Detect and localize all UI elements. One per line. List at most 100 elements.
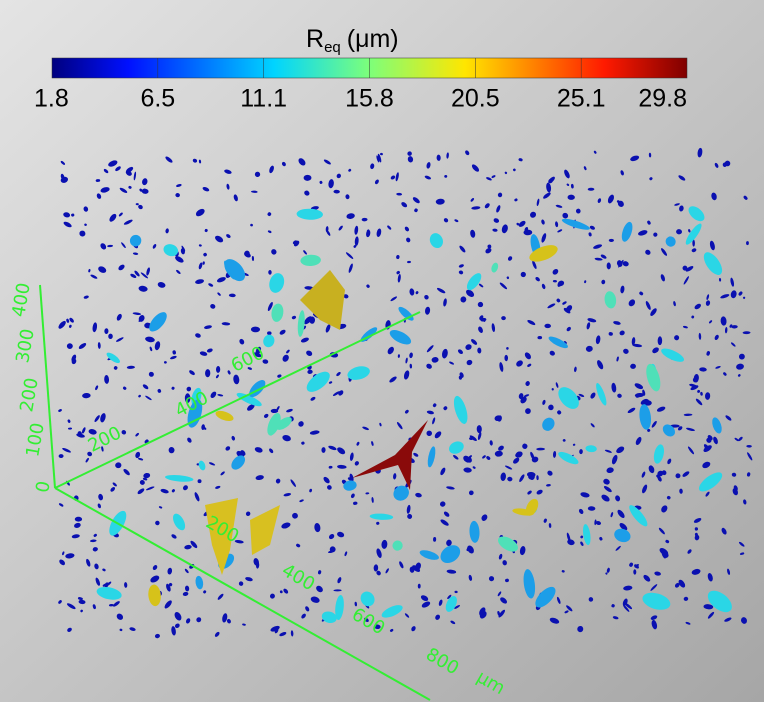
particle bbox=[86, 558, 91, 567]
particle bbox=[175, 256, 184, 263]
particle bbox=[587, 187, 595, 191]
particle bbox=[275, 416, 292, 430]
particle bbox=[705, 491, 710, 497]
particle bbox=[373, 624, 381, 630]
particle bbox=[453, 395, 468, 424]
particle bbox=[163, 244, 179, 257]
particle bbox=[471, 206, 481, 210]
particle bbox=[323, 476, 330, 484]
particle bbox=[699, 367, 707, 372]
particle bbox=[88, 268, 91, 273]
particle bbox=[148, 584, 161, 607]
particle bbox=[377, 153, 382, 163]
particle bbox=[108, 160, 118, 167]
particle bbox=[705, 300, 711, 306]
particle bbox=[196, 617, 202, 623]
particle bbox=[165, 474, 194, 482]
particle bbox=[371, 496, 374, 503]
particle bbox=[612, 616, 619, 620]
particle bbox=[354, 225, 359, 235]
particle bbox=[498, 553, 503, 560]
particle bbox=[399, 561, 404, 569]
particle bbox=[347, 477, 354, 481]
colorbar-label: 11.1 bbox=[240, 85, 287, 113]
particle bbox=[138, 204, 143, 210]
particle bbox=[267, 212, 272, 216]
particle bbox=[362, 426, 369, 431]
particle bbox=[250, 223, 253, 227]
particle bbox=[160, 488, 169, 494]
particle bbox=[233, 374, 240, 385]
particle bbox=[321, 611, 337, 624]
particle bbox=[678, 175, 686, 181]
particle bbox=[720, 294, 730, 299]
particle bbox=[113, 366, 118, 370]
particle bbox=[323, 159, 331, 165]
particle bbox=[635, 436, 642, 445]
particle bbox=[616, 260, 623, 267]
particle bbox=[184, 544, 192, 550]
colorbar-label: 15.8 bbox=[345, 85, 394, 113]
particle bbox=[360, 591, 375, 607]
particle bbox=[137, 488, 145, 495]
particle bbox=[404, 226, 410, 232]
particle bbox=[524, 352, 531, 360]
particle bbox=[124, 582, 128, 588]
particle bbox=[338, 225, 343, 231]
particle bbox=[711, 192, 717, 201]
particle bbox=[604, 449, 612, 453]
particle bbox=[601, 494, 610, 502]
particle bbox=[706, 351, 710, 356]
particle bbox=[574, 366, 577, 373]
particle bbox=[506, 347, 509, 350]
particle bbox=[60, 160, 65, 165]
particle bbox=[494, 450, 503, 457]
particle bbox=[206, 348, 213, 353]
particle bbox=[62, 447, 71, 453]
particle bbox=[269, 448, 274, 454]
particle bbox=[588, 597, 594, 602]
particle bbox=[415, 492, 422, 498]
particle bbox=[505, 578, 509, 583]
particle bbox=[665, 236, 676, 247]
particle bbox=[195, 208, 205, 217]
particle bbox=[328, 465, 333, 469]
particle bbox=[500, 472, 506, 481]
particle bbox=[239, 338, 245, 345]
particle bbox=[435, 614, 441, 620]
particle bbox=[106, 581, 112, 587]
particle bbox=[343, 480, 357, 491]
particle bbox=[691, 315, 695, 319]
particle bbox=[472, 466, 476, 469]
particle bbox=[281, 522, 291, 529]
particle bbox=[129, 627, 136, 631]
particle bbox=[205, 498, 280, 575]
particle bbox=[466, 359, 473, 366]
particle bbox=[171, 626, 176, 636]
particle bbox=[205, 369, 211, 378]
particle bbox=[269, 165, 274, 174]
particle bbox=[379, 422, 382, 427]
particle bbox=[66, 343, 73, 349]
particle bbox=[552, 280, 557, 283]
particle bbox=[310, 596, 320, 603]
particle bbox=[421, 601, 431, 608]
particle bbox=[214, 631, 220, 637]
particle bbox=[195, 575, 204, 590]
particle bbox=[497, 591, 502, 597]
particle bbox=[643, 574, 651, 582]
particle bbox=[379, 152, 383, 156]
particle bbox=[436, 287, 446, 294]
particle bbox=[478, 283, 484, 288]
particle bbox=[477, 431, 482, 441]
particle bbox=[514, 198, 518, 202]
particle bbox=[651, 619, 658, 630]
particle bbox=[319, 180, 323, 184]
particle bbox=[300, 337, 309, 343]
particle bbox=[440, 519, 449, 526]
particle bbox=[337, 577, 342, 584]
particle bbox=[132, 312, 142, 316]
particle bbox=[603, 485, 612, 493]
particle bbox=[590, 423, 595, 428]
particle bbox=[654, 571, 661, 576]
